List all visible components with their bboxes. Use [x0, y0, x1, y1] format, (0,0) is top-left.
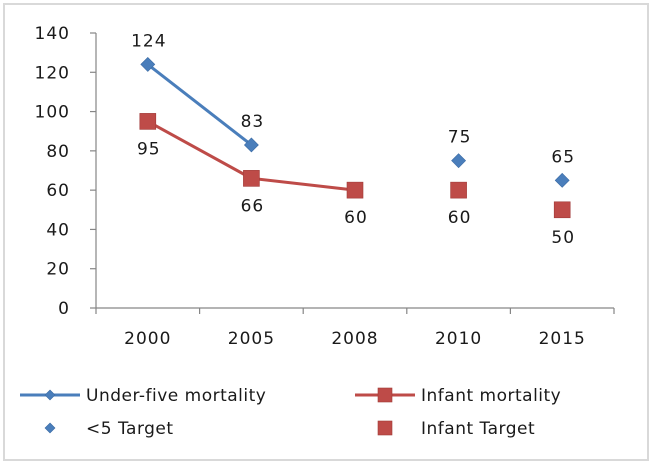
- data-label: 75: [448, 128, 472, 148]
- data-point: [243, 170, 260, 187]
- data-point: [553, 201, 571, 219]
- data-point: [450, 181, 467, 199]
- y-tick-label: 60: [46, 181, 70, 201]
- x-tick-label: 2010: [435, 329, 482, 349]
- legend-label: Infant mortality: [421, 386, 561, 406]
- series-layer: [139, 57, 571, 219]
- y-tick-label: 20: [46, 260, 70, 280]
- y-tick-label: 40: [46, 220, 70, 240]
- x-tick-label: 2005: [228, 329, 275, 349]
- chart-axes: 0 20 40 60 80 100 120 140 2000 2005 2008 2010 2015: [35, 24, 615, 349]
- y-tick-label: 100: [35, 103, 70, 123]
- data-label: 83: [241, 112, 265, 132]
- legend-entry: Under-five mortality: [20, 386, 266, 406]
- legend-marker: [44, 389, 56, 401]
- data-label: 50: [551, 228, 575, 248]
- legend-marker: [44, 422, 56, 434]
- data-point: [139, 113, 157, 130]
- legend-label: Under-five mortality: [86, 386, 266, 406]
- series-3: [450, 181, 571, 219]
- data-point: [243, 137, 259, 153]
- data-labels: 124 83 95 66 60 75 65 60 50: [131, 31, 575, 248]
- y-tick-label: 140: [35, 24, 70, 44]
- data-label: 65: [551, 147, 575, 167]
- data-point: [554, 172, 570, 188]
- series-0: [140, 57, 259, 153]
- legend-entry: <5 Target: [44, 419, 174, 439]
- y-tick-label: 80: [46, 142, 70, 162]
- legend-marker: [377, 387, 393, 403]
- data-label: 66: [241, 196, 265, 216]
- data-point: [451, 153, 467, 169]
- data-label: 60: [344, 208, 368, 228]
- y-tick-label: 0: [58, 299, 70, 319]
- legend-label: Infant Target: [421, 419, 535, 439]
- legend-entry: Infant Target: [377, 419, 535, 439]
- data-point: [346, 181, 364, 199]
- legend: Under-five mortality Infant mortality <5 T…: [20, 386, 561, 439]
- series-1: [139, 113, 364, 199]
- series-line: [146, 63, 253, 147]
- x-tick-label: 2008: [331, 329, 378, 349]
- chart-frame: [3, 3, 649, 461]
- legend-marker: [377, 420, 393, 436]
- data-point: [140, 57, 156, 72]
- data-label: 124: [131, 31, 166, 51]
- x-tick-label: 2000: [124, 329, 171, 349]
- data-label: 95: [137, 139, 161, 159]
- x-tick-label: 2015: [539, 329, 586, 349]
- legend-label: <5 Target: [86, 419, 174, 439]
- legend-entry: Infant mortality: [355, 386, 561, 406]
- y-tick-label: 120: [35, 63, 70, 83]
- data-label: 60: [448, 208, 472, 228]
- series-2: [451, 153, 570, 188]
